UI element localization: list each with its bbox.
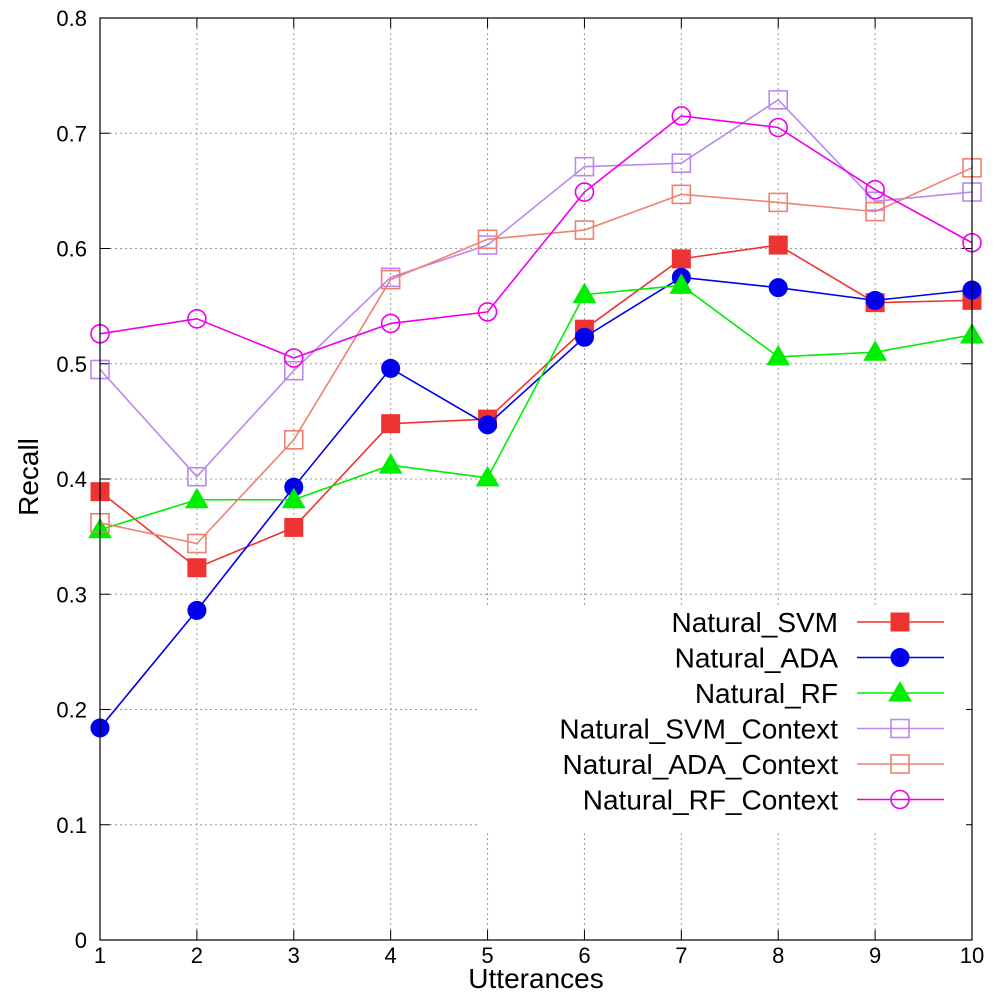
series-natural-rf-context — [90, 106, 982, 368]
legend-label: Natural_ADA — [675, 643, 839, 674]
data-point — [380, 313, 401, 334]
data-point — [283, 430, 304, 450]
y-tick-label: 0 — [75, 928, 87, 953]
data-point — [768, 278, 788, 298]
x-tick-label: 3 — [288, 943, 300, 968]
data-point — [865, 290, 885, 310]
x-tick-label: 7 — [675, 943, 687, 968]
data-point — [669, 273, 694, 294]
series-line — [99, 167, 973, 545]
data-point — [381, 358, 401, 378]
data-point — [283, 348, 304, 368]
legend-item: Natural_SVM_Context — [559, 714, 944, 745]
y-tick-label: 0.6 — [56, 237, 87, 262]
series-line — [99, 115, 973, 359]
data-point — [574, 220, 595, 240]
x-tick-label: 8 — [772, 943, 784, 968]
data-point — [381, 414, 401, 434]
x-tick-label: 10 — [960, 943, 984, 968]
legend-item: Natural_RF — [695, 678, 944, 709]
data-point — [378, 453, 403, 474]
data-point — [284, 517, 304, 537]
series-natural-ada — [90, 267, 982, 738]
data-point — [187, 466, 207, 487]
x-axis-title: Utterances — [468, 963, 603, 994]
data-point — [766, 344, 791, 366]
data-point — [768, 235, 788, 255]
data-point — [890, 789, 910, 810]
data-point — [477, 302, 498, 322]
data-point — [890, 612, 910, 632]
x-tick-label: 9 — [869, 943, 881, 968]
x-tick-label: 2 — [191, 943, 203, 968]
data-point — [888, 681, 912, 702]
series-line — [99, 276, 973, 729]
series-natural-rf — [88, 273, 984, 539]
data-point — [185, 487, 209, 509]
y-tick-label: 0.7 — [56, 121, 87, 146]
data-point — [865, 179, 885, 200]
legend-label: Natural_SVM — [671, 607, 838, 638]
y-tick-label: 0.3 — [56, 582, 87, 607]
data-point — [475, 465, 500, 487]
data-point — [671, 153, 692, 174]
data-point — [865, 201, 885, 222]
legend-item: Natural_SVM — [671, 607, 944, 638]
data-point — [671, 249, 691, 269]
data-point — [671, 184, 692, 205]
data-point — [671, 106, 692, 126]
data-point — [890, 754, 910, 774]
data-point — [187, 309, 207, 329]
series-line — [99, 98, 973, 478]
y-tick-label: 0.8 — [56, 6, 87, 31]
data-point — [574, 182, 595, 202]
legend-item: Natural_ADA — [675, 643, 944, 674]
data-point — [283, 360, 304, 381]
legend-label: Natural_RF_Context — [583, 785, 838, 816]
legend-label: Natural_SVM_Context — [559, 714, 838, 745]
data-point — [187, 533, 207, 554]
data-point — [572, 282, 597, 304]
data-point — [768, 90, 789, 110]
data-point — [768, 192, 789, 213]
plot-frame — [99, 17, 973, 941]
data-point — [574, 327, 594, 347]
data-point — [890, 718, 910, 739]
legend-label: Natural_ADA_Context — [563, 749, 839, 780]
legend-label: Natural_RF — [695, 678, 838, 709]
data-point — [478, 415, 498, 435]
legend-item: Natural_RF_Context — [583, 785, 944, 816]
data-point — [574, 156, 595, 177]
y-tick-label: 0.5 — [56, 352, 87, 377]
data-point — [768, 117, 789, 138]
legend-item: Natural_ADA_Context — [563, 749, 944, 780]
y-tick-label: 0.4 — [56, 467, 87, 492]
data-point — [863, 340, 887, 361]
data-point — [281, 487, 306, 509]
data-point — [477, 229, 498, 250]
series-line — [99, 284, 973, 531]
y-axis-title: Recall — [13, 438, 44, 516]
y-tick-label: 0.2 — [56, 698, 87, 723]
x-tick-label: 6 — [578, 943, 590, 968]
x-tick-label: 1 — [94, 943, 106, 968]
y-tick-label: 0.1 — [56, 813, 87, 838]
data-point — [187, 558, 207, 578]
legend-background — [478, 605, 966, 830]
x-tick-label: 4 — [385, 943, 397, 968]
data-point — [187, 600, 207, 620]
data-point — [865, 191, 885, 212]
data-point — [890, 648, 910, 667]
x-tick-label: 5 — [481, 943, 493, 968]
data-point — [380, 269, 401, 290]
